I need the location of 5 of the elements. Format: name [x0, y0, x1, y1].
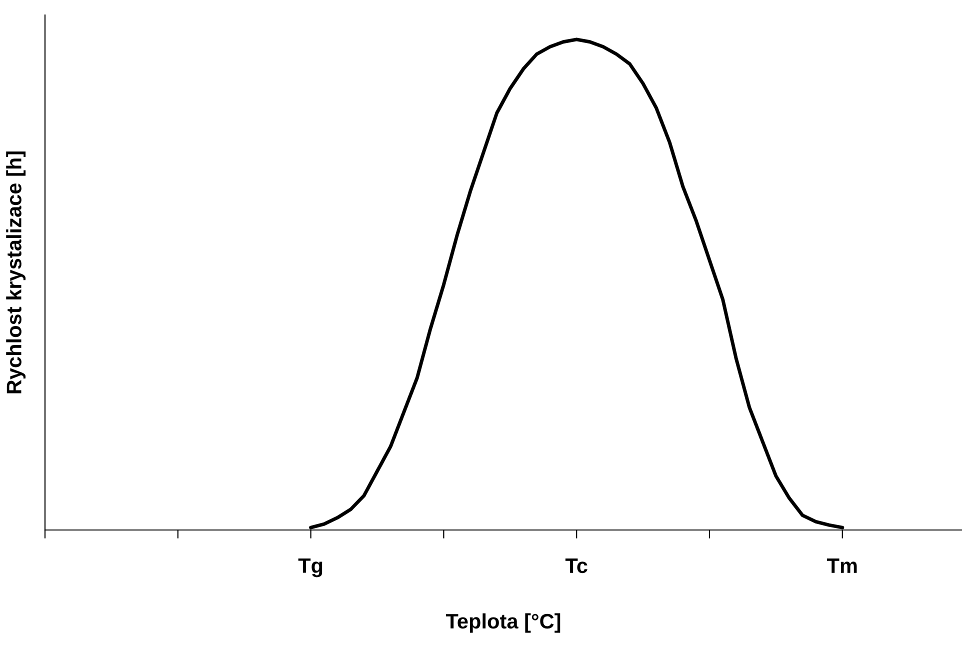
x-tick-label: Tg: [298, 558, 322, 578]
x-tick-label: Tm: [827, 558, 857, 573]
y-axis-title: Rychlost krystalizace [h]: [6, 152, 26, 394]
x-tick-label: Tc: [565, 558, 588, 574]
x-axis-title: Teplota [°C]: [446, 613, 560, 633]
